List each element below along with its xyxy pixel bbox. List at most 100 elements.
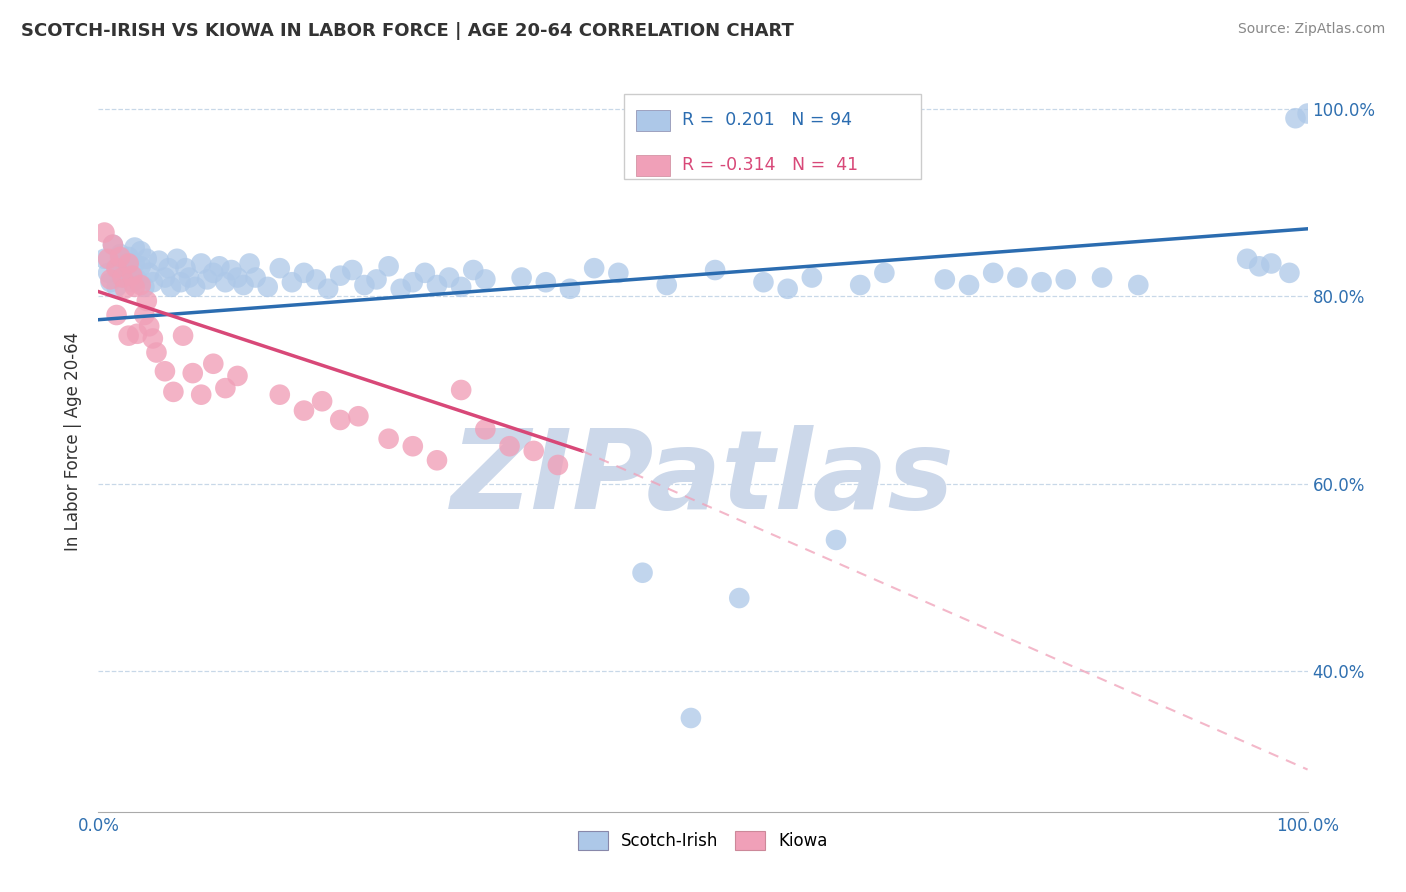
Point <box>256 280 278 294</box>
Point <box>138 266 160 280</box>
Point <box>100 272 122 286</box>
Point <box>347 409 370 424</box>
Point <box>111 270 134 285</box>
Point <box>245 270 267 285</box>
Point <box>138 319 160 334</box>
Point <box>523 444 546 458</box>
Point <box>305 272 328 286</box>
Point <box>426 453 449 467</box>
Point <box>498 439 520 453</box>
Point <box>281 275 304 289</box>
Point <box>105 261 128 276</box>
Point <box>1249 260 1271 274</box>
Point <box>118 256 141 270</box>
Point <box>111 270 134 285</box>
Point <box>129 278 152 293</box>
Point <box>184 280 207 294</box>
Point <box>631 566 654 580</box>
Point <box>1296 106 1319 120</box>
Point <box>655 278 678 293</box>
Point <box>1260 256 1282 270</box>
Point <box>377 432 399 446</box>
Point <box>239 256 262 270</box>
Point <box>142 331 165 345</box>
Text: R =  0.201   N = 94: R = 0.201 N = 94 <box>682 112 852 129</box>
Point <box>825 533 848 547</box>
Point <box>105 308 128 322</box>
Point <box>153 270 176 285</box>
Point <box>111 253 134 268</box>
Point <box>292 403 315 417</box>
Point <box>728 591 751 605</box>
Point <box>583 261 606 276</box>
Text: Source: ZipAtlas.com: Source: ZipAtlas.com <box>1237 22 1385 37</box>
Point <box>114 268 136 283</box>
Point <box>981 266 1004 280</box>
Point <box>127 326 149 341</box>
Point <box>776 282 799 296</box>
Point <box>474 422 496 436</box>
Point <box>226 368 249 383</box>
Point <box>342 263 364 277</box>
Point <box>93 252 115 266</box>
Point <box>510 270 533 285</box>
Text: SCOTCH-IRISH VS KIOWA IN LABOR FORCE | AGE 20-64 CORRELATION CHART: SCOTCH-IRISH VS KIOWA IN LABOR FORCE | A… <box>21 22 794 40</box>
Point <box>157 261 180 276</box>
Point <box>214 381 236 395</box>
Point <box>221 263 243 277</box>
Point <box>108 250 131 264</box>
Point <box>105 280 128 294</box>
Point <box>166 252 188 266</box>
Point <box>108 247 131 261</box>
Point <box>1007 270 1029 285</box>
FancyBboxPatch shape <box>637 155 671 176</box>
Point <box>316 282 339 296</box>
Point <box>148 253 170 268</box>
Point <box>93 226 115 240</box>
Point <box>1128 278 1150 293</box>
Point <box>129 260 152 274</box>
Legend: Scotch-Irish, Kiowa: Scotch-Irish, Kiowa <box>571 824 835 856</box>
Point <box>135 293 157 308</box>
Point <box>474 272 496 286</box>
Point <box>179 270 201 285</box>
Point <box>232 278 254 293</box>
Point <box>202 357 225 371</box>
Point <box>547 458 569 472</box>
Point <box>679 711 702 725</box>
Point <box>377 260 399 274</box>
Point <box>195 272 218 286</box>
Point <box>1031 275 1053 289</box>
Point <box>118 328 141 343</box>
Point <box>214 275 236 289</box>
Point <box>450 280 472 294</box>
Point <box>101 237 124 252</box>
Point <box>873 266 896 280</box>
Point <box>172 328 194 343</box>
Point <box>426 278 449 293</box>
Point <box>329 413 352 427</box>
Point <box>105 261 128 276</box>
Point <box>190 387 212 401</box>
Point <box>849 278 872 293</box>
Point <box>124 256 146 270</box>
Point <box>160 280 183 294</box>
Point <box>121 268 143 283</box>
Point <box>450 383 472 397</box>
Point <box>402 439 425 453</box>
Point <box>366 272 388 286</box>
Point <box>353 278 375 293</box>
Point <box>752 275 775 289</box>
Point <box>1278 266 1301 280</box>
Point <box>114 282 136 296</box>
Point <box>134 308 156 322</box>
Point <box>1054 272 1077 286</box>
Point <box>124 280 146 294</box>
Point <box>607 266 630 280</box>
Point <box>129 244 152 259</box>
Point <box>169 275 191 289</box>
Point <box>202 266 225 280</box>
Point <box>402 275 425 289</box>
Point <box>208 260 231 274</box>
Point <box>181 366 204 380</box>
